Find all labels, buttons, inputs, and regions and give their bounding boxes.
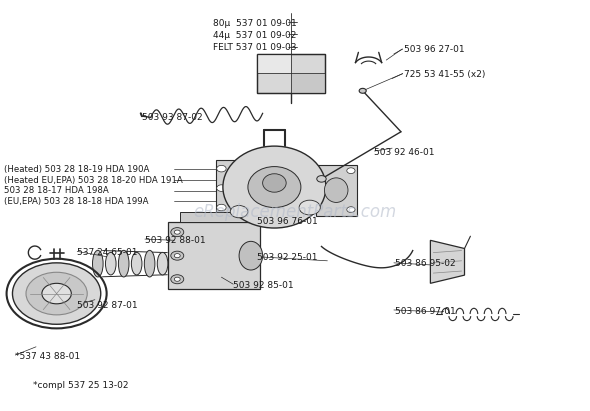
Ellipse shape — [229, 176, 253, 201]
Circle shape — [217, 204, 226, 211]
Text: 503 96 27-01: 503 96 27-01 — [404, 45, 464, 54]
Text: 503 92 85-01: 503 92 85-01 — [233, 281, 294, 290]
Text: *compl 537 25 13-02: *compl 537 25 13-02 — [33, 381, 129, 390]
Ellipse shape — [119, 250, 129, 277]
Text: *537 43 88-01: *537 43 88-01 — [15, 352, 80, 361]
Ellipse shape — [239, 241, 263, 270]
Circle shape — [42, 283, 71, 304]
Ellipse shape — [106, 252, 116, 275]
Text: FELT 537 01 09-03: FELT 537 01 09-03 — [212, 43, 296, 52]
Ellipse shape — [174, 230, 180, 234]
Ellipse shape — [132, 252, 142, 275]
Text: 725 53 41-55 (x2): 725 53 41-55 (x2) — [404, 70, 485, 79]
Text: 80μ  537 01 09-01: 80μ 537 01 09-01 — [212, 19, 296, 28]
Ellipse shape — [171, 251, 183, 260]
Circle shape — [347, 168, 355, 173]
Text: 44μ  537 01 09-02: 44μ 537 01 09-02 — [212, 31, 296, 40]
Circle shape — [317, 175, 326, 182]
Polygon shape — [180, 212, 248, 222]
Polygon shape — [215, 160, 260, 216]
Polygon shape — [257, 54, 291, 74]
Ellipse shape — [223, 146, 326, 228]
Text: 503 92 25-01: 503 92 25-01 — [257, 254, 317, 263]
Circle shape — [230, 206, 248, 218]
Ellipse shape — [359, 88, 366, 93]
Text: 503 86 97-01: 503 86 97-01 — [395, 307, 456, 316]
Text: 503 96 76-01: 503 96 76-01 — [257, 217, 317, 226]
Circle shape — [347, 207, 355, 212]
Polygon shape — [257, 54, 325, 93]
Ellipse shape — [171, 228, 183, 237]
Circle shape — [299, 200, 320, 215]
Circle shape — [217, 185, 226, 192]
Ellipse shape — [174, 254, 180, 258]
Circle shape — [26, 272, 87, 315]
Circle shape — [12, 263, 101, 324]
Text: 503 92 46-01: 503 92 46-01 — [375, 148, 435, 157]
Ellipse shape — [324, 178, 348, 203]
Polygon shape — [169, 222, 260, 289]
Text: 503 86 95-02: 503 86 95-02 — [395, 259, 455, 268]
Ellipse shape — [263, 174, 286, 192]
Ellipse shape — [145, 250, 155, 277]
Text: (Heated EU,EPA) 503 28 18-20 HDA 191A: (Heated EU,EPA) 503 28 18-20 HDA 191A — [4, 175, 182, 185]
Ellipse shape — [171, 275, 183, 284]
Text: (Heated) 503 28 18-19 HDA 190A: (Heated) 503 28 18-19 HDA 190A — [4, 165, 149, 174]
Text: 503 92 88-01: 503 92 88-01 — [145, 236, 205, 245]
Text: 503 93 87-02: 503 93 87-02 — [142, 113, 202, 122]
Circle shape — [217, 165, 226, 172]
Ellipse shape — [174, 277, 180, 281]
Ellipse shape — [158, 252, 168, 275]
Polygon shape — [291, 74, 325, 93]
Text: (EU,EPA) 503 28 18-18 HDA 199A: (EU,EPA) 503 28 18-18 HDA 199A — [4, 197, 148, 206]
Polygon shape — [316, 164, 357, 216]
Ellipse shape — [93, 250, 103, 277]
Ellipse shape — [248, 166, 301, 208]
Text: 503 28 18-17 HDA 198A: 503 28 18-17 HDA 198A — [4, 186, 109, 195]
Polygon shape — [430, 240, 464, 283]
Text: 503 92 87-01: 503 92 87-01 — [77, 301, 138, 310]
Text: 537 24 65-01: 537 24 65-01 — [77, 248, 137, 257]
Text: eReplacementParts.com: eReplacementParts.com — [194, 203, 396, 221]
